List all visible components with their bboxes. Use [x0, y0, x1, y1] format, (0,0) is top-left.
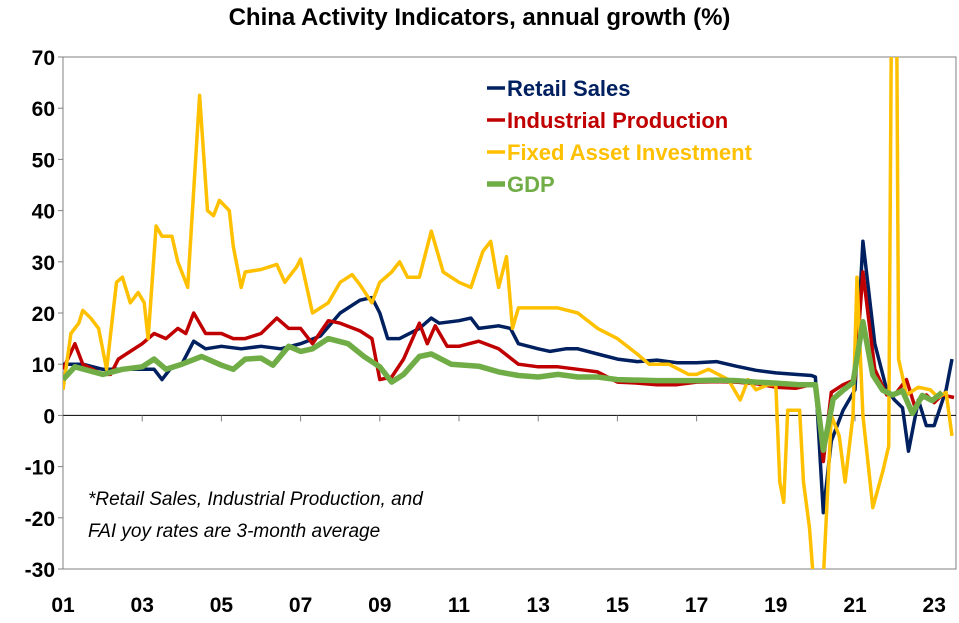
x-tick-label: 15 [606, 594, 630, 617]
x-tick-label: 21 [843, 594, 867, 617]
x-tick-label: 07 [289, 594, 312, 617]
legend-label: GDP [507, 172, 555, 197]
y-tick-label: 20 [32, 303, 55, 326]
y-tick-label: -30 [25, 559, 55, 582]
x-tick-label: 23 [923, 594, 946, 617]
x-tick-label: 19 [764, 594, 787, 617]
y-tick-label: -10 [25, 457, 55, 480]
x-tick-label: 05 [210, 594, 234, 617]
x-tick-label: 09 [368, 594, 391, 617]
x-tick-label: 03 [131, 594, 154, 617]
y-tick-label: 60 [32, 98, 55, 121]
series-line-industrial-production [63, 270, 955, 464]
legend-label: Industrial Production [507, 108, 728, 133]
y-tick-label: 0 [43, 405, 55, 428]
x-tick-label: 17 [685, 594, 708, 617]
y-tick-label: 50 [32, 149, 55, 172]
x-tick-label: 01 [51, 594, 75, 617]
chart-title: China Activity Indicators, annual growth… [228, 4, 731, 31]
y-tick-label: 30 [32, 252, 55, 275]
footnote-line-1: *Retail Sales, Industrial Production, an… [88, 489, 424, 510]
x-tick-label: 11 [448, 594, 471, 617]
y-tick-label: 10 [32, 354, 55, 377]
x-tick-label: 13 [527, 594, 550, 617]
y-tick-label: 40 [32, 201, 55, 224]
legend-label: Fixed Asset Investment [507, 140, 753, 165]
series-line-fixed-asset-investment [63, 57, 954, 569]
y-tick-label: -20 [25, 508, 55, 531]
y-tick-label: 70 [32, 47, 55, 70]
series-line-gdp [63, 318, 944, 453]
footnote-line-2: FAI yoy rates are 3-month average [88, 521, 380, 542]
legend-label: Retail Sales [507, 76, 631, 101]
